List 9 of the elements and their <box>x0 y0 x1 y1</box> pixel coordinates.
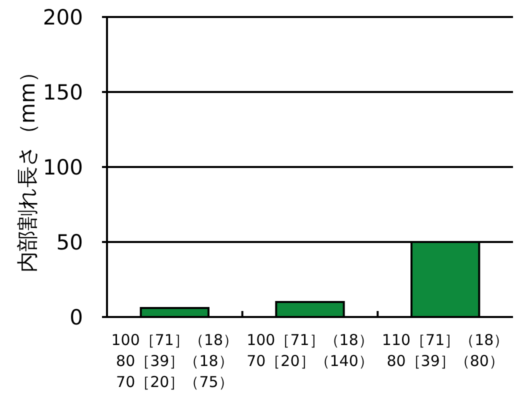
x-tick-label: 100［71］（18） 70［20］（140） <box>246 331 374 370</box>
x-tick-label: 110［71］（18） 80［39］（80） <box>382 331 509 370</box>
y-axis-title: 内部割れ長さ（mm） <box>16 62 40 272</box>
y-tick-label: 150 <box>42 80 83 105</box>
y-tick-label: 0 <box>70 306 83 330</box>
x-tick-label: 100［71］（18） 80［39］（18） 70［20］（75） <box>111 331 238 391</box>
y-tick-label: 100 <box>42 156 83 180</box>
y-tick-label: 200 <box>42 6 83 30</box>
y-tick-label: 50 <box>56 230 83 255</box>
